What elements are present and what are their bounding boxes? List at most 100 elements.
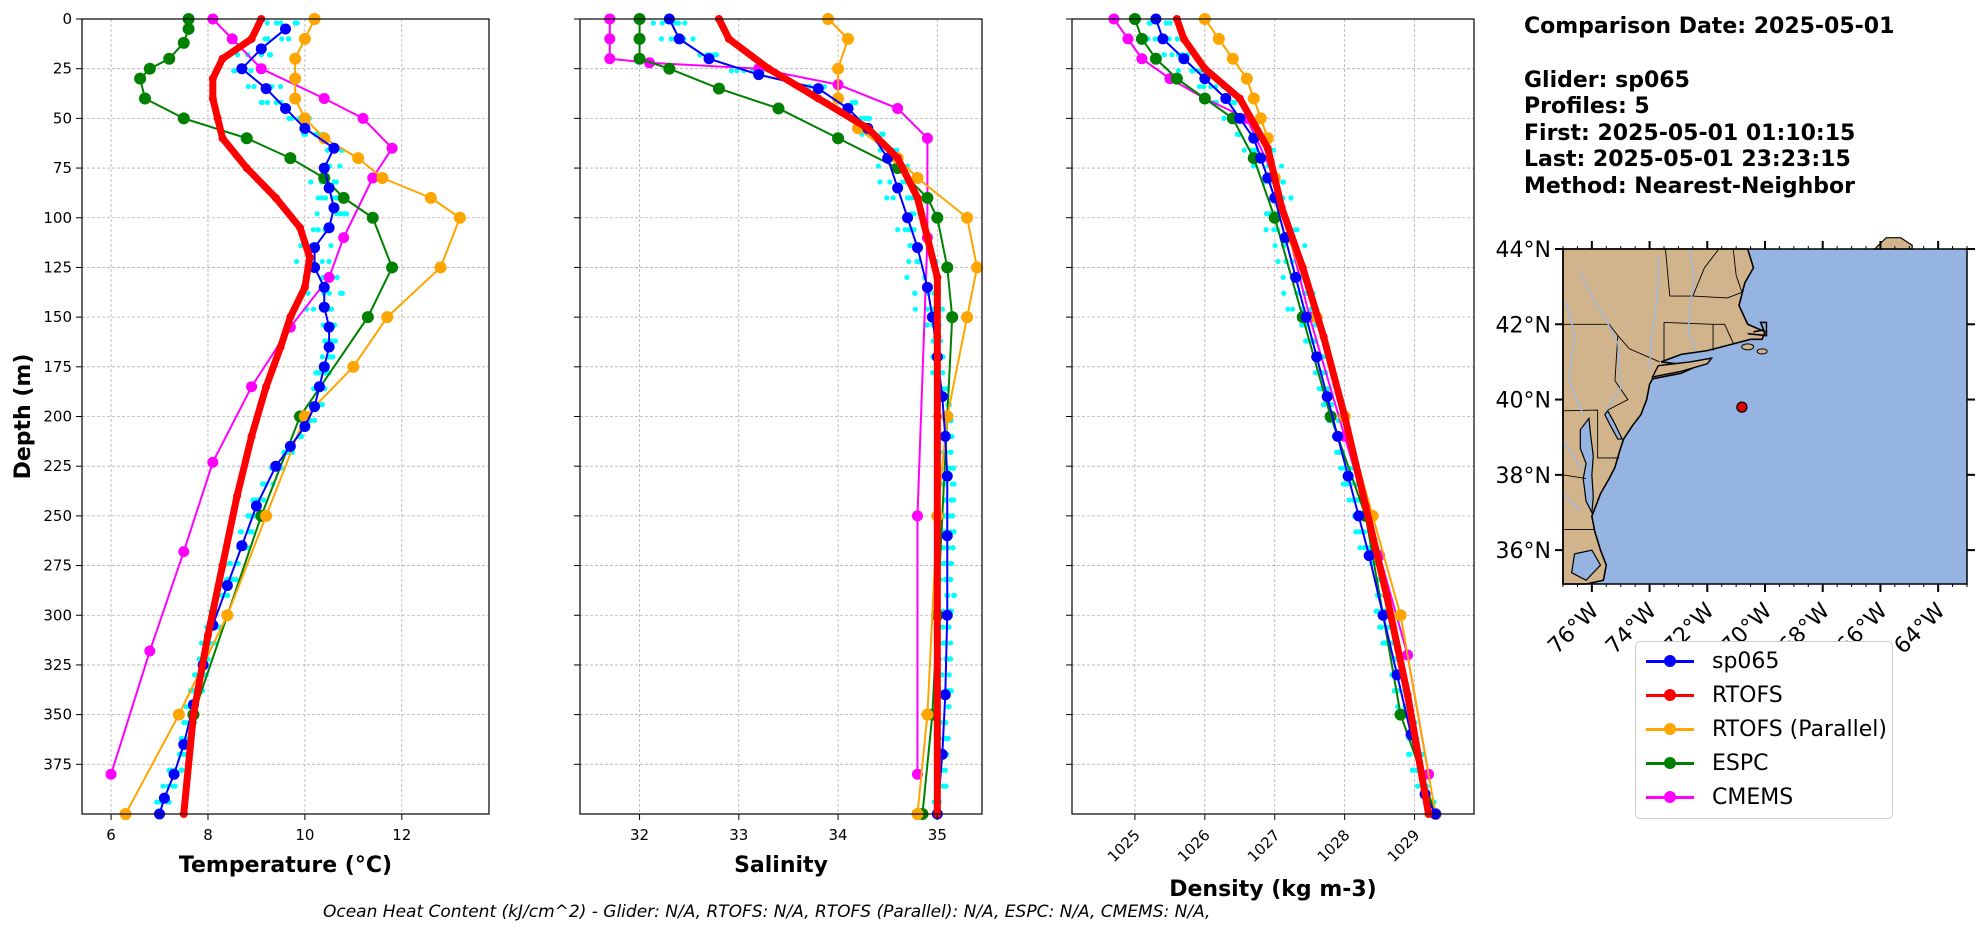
glider-raw-point: [1294, 227, 1300, 233]
series-line: [110, 18, 394, 775]
glider-raw-point: [251, 83, 257, 90]
series-point: [892, 102, 904, 114]
series-point: [318, 162, 330, 174]
series-point: [1212, 32, 1225, 45]
glider-raw-point: [907, 242, 913, 249]
glider-raw-point: [877, 179, 883, 185]
series-point: [284, 440, 296, 452]
glider-raw-point: [1271, 227, 1277, 233]
series-point: [1332, 430, 1344, 442]
x-axis-label: Temperature (°C): [179, 853, 392, 878]
series-point: [213, 114, 222, 123]
series-point: [318, 281, 330, 293]
series-point: [1170, 72, 1183, 85]
y-tick-label: 0: [62, 10, 72, 28]
glider-raw-point: [1250, 163, 1257, 169]
y-tick-label: 250: [43, 507, 72, 525]
series-point: [1157, 33, 1169, 45]
glider-raw-point: [1201, 83, 1207, 90]
cape-cod: [1747, 321, 1768, 337]
y-tick-label: 275: [43, 557, 72, 575]
series-point: [221, 609, 234, 622]
series-point: [1179, 34, 1188, 43]
glider-raw-point: [319, 401, 325, 408]
series-point: [941, 609, 953, 621]
series-point: [913, 193, 922, 202]
glider-raw-point: [875, 163, 882, 169]
glider-raw-point: [183, 704, 189, 710]
glider-raw-point: [1196, 83, 1203, 90]
series-point: [134, 72, 147, 85]
glider-raw-point: [1280, 274, 1286, 280]
state-border: [1669, 291, 1743, 299]
glider-raw-point: [906, 258, 912, 265]
profile-count: Profiles: 5: [1524, 94, 1650, 119]
state-border: [1563, 323, 1630, 350]
map-lon-label: 64°W: [1890, 598, 1951, 659]
glider-raw-point: [1405, 751, 1412, 757]
glider-raw-point: [322, 338, 328, 344]
long-island: [1651, 357, 1714, 378]
series-point: [712, 82, 725, 95]
glider-raw-point: [1272, 242, 1278, 249]
series-point: [280, 102, 291, 114]
series-point: [182, 22, 195, 35]
glider-raw-profiles: [1145, 20, 1437, 805]
series-point: [941, 530, 953, 542]
series-rtofs: [714, 15, 942, 818]
x-tick-label: 34: [829, 826, 848, 844]
glider-raw-point: [1161, 52, 1167, 58]
series-point: [1235, 94, 1244, 103]
series-point: [424, 191, 437, 204]
glider-raw-point: [941, 545, 947, 551]
glider-raw-point: [1263, 227, 1269, 233]
series-point: [832, 132, 845, 145]
series-point: [1363, 550, 1375, 562]
series-point: [1319, 333, 1328, 341]
series-point: [911, 510, 923, 522]
y-tick-label: 300: [43, 606, 72, 624]
series-point: [892, 182, 904, 194]
series-point: [1247, 92, 1260, 105]
info-panel: Comparison Date: 2025-05-01 Glider: sp06…: [1524, 14, 1894, 200]
series-point: [250, 500, 262, 512]
glider-raw-point: [1280, 179, 1287, 185]
glider-raw-point: [668, 36, 674, 42]
series-rtofs: [1172, 15, 1433, 818]
glider-raw-point: [939, 306, 946, 312]
glider-raw-point: [316, 370, 322, 376]
series-point: [961, 211, 974, 224]
glider-raw-point: [337, 290, 344, 296]
glider-raw-point: [1303, 338, 1309, 344]
glider-raw-point: [308, 179, 314, 185]
glider-raw-point: [264, 99, 271, 106]
series-point: [260, 509, 273, 522]
glider-raw-point: [248, 68, 254, 74]
glider-raw-point: [259, 99, 265, 106]
series-point: [255, 43, 267, 55]
series-rtofs: [179, 15, 314, 818]
series-point: [1268, 211, 1281, 224]
series-point: [289, 72, 302, 85]
river: [1565, 301, 1584, 415]
glider-raw-point: [945, 735, 951, 742]
glider-raw-point: [279, 36, 285, 42]
series-point: [1353, 510, 1365, 522]
legend-label: sp065: [1712, 648, 1780, 674]
glider-raw-point: [947, 449, 954, 455]
series-point: [832, 62, 845, 75]
series-cmems: [105, 13, 398, 780]
series-point: [1394, 609, 1407, 622]
glider-raw-point: [286, 36, 292, 42]
glider-raw-point: [1316, 386, 1322, 392]
glider-raw-point: [650, 20, 656, 26]
glider-raw-point: [315, 195, 321, 201]
y-tick-label: 25: [53, 60, 72, 78]
series-point: [1290, 271, 1302, 283]
series-point: [911, 172, 924, 184]
glider-raw-point: [866, 115, 873, 121]
glider-raw-point: [330, 354, 336, 360]
land: [1562, 248, 1767, 585]
series-point: [168, 768, 180, 780]
y-tick-label: 100: [43, 209, 72, 227]
